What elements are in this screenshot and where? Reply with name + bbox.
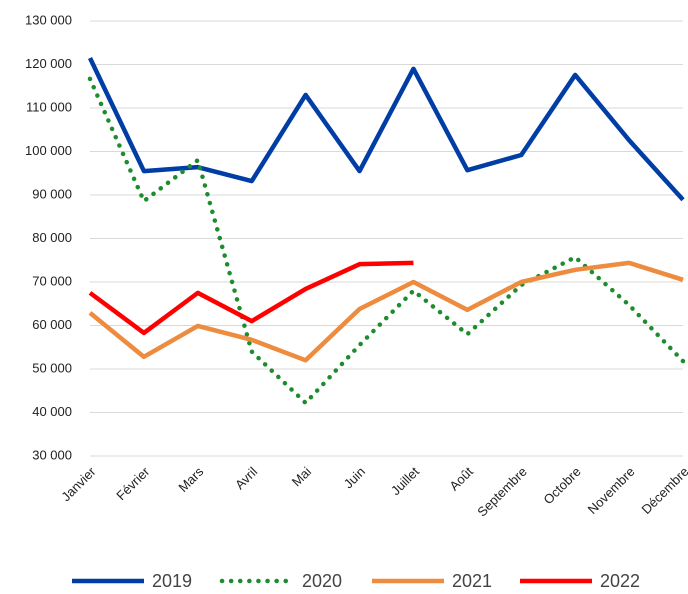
y-tick-label: 120 000 [25, 56, 72, 71]
x-tick-label: Mai [289, 464, 314, 489]
x-tick-label: Juillet [388, 464, 422, 498]
line-series [87, 76, 686, 406]
legend-label: 2022 [600, 571, 640, 591]
line-series [87, 57, 685, 202]
y-tick-label: 100 000 [25, 143, 72, 158]
y-tick-label: 110 000 [26, 99, 72, 114]
x-tick-label: Janvier [58, 463, 99, 504]
y-tick-label: 80 000 [32, 230, 72, 245]
x-tick-label: Octobre [540, 464, 583, 507]
x-tick-label: Avril [232, 464, 260, 492]
x-tick-label: Décembre [639, 464, 688, 517]
y-tick-label: 70 000 [32, 273, 72, 288]
x-tick-label: Juin [341, 464, 368, 491]
legend-label: 2020 [302, 571, 342, 591]
line-series [88, 260, 684, 363]
x-tick-label: Septembre [474, 464, 530, 520]
line-series [88, 260, 414, 336]
y-tick-label: 50 000 [32, 360, 72, 375]
x-tick-label: Mars [175, 464, 206, 495]
y-tick-label: 30 000 [32, 447, 72, 462]
legend-label: 2021 [452, 571, 492, 591]
y-tick-label: 130 000 [25, 12, 72, 27]
y-tick-label: 60 000 [32, 317, 72, 332]
x-tick-label: Août [446, 464, 476, 494]
y-tick-label: 40 000 [32, 404, 72, 419]
legend-label: 2019 [152, 571, 192, 591]
x-tick-label: Février [113, 463, 153, 503]
x-tick-label: Novembre [585, 464, 638, 517]
y-tick-label: 90 000 [32, 186, 72, 201]
